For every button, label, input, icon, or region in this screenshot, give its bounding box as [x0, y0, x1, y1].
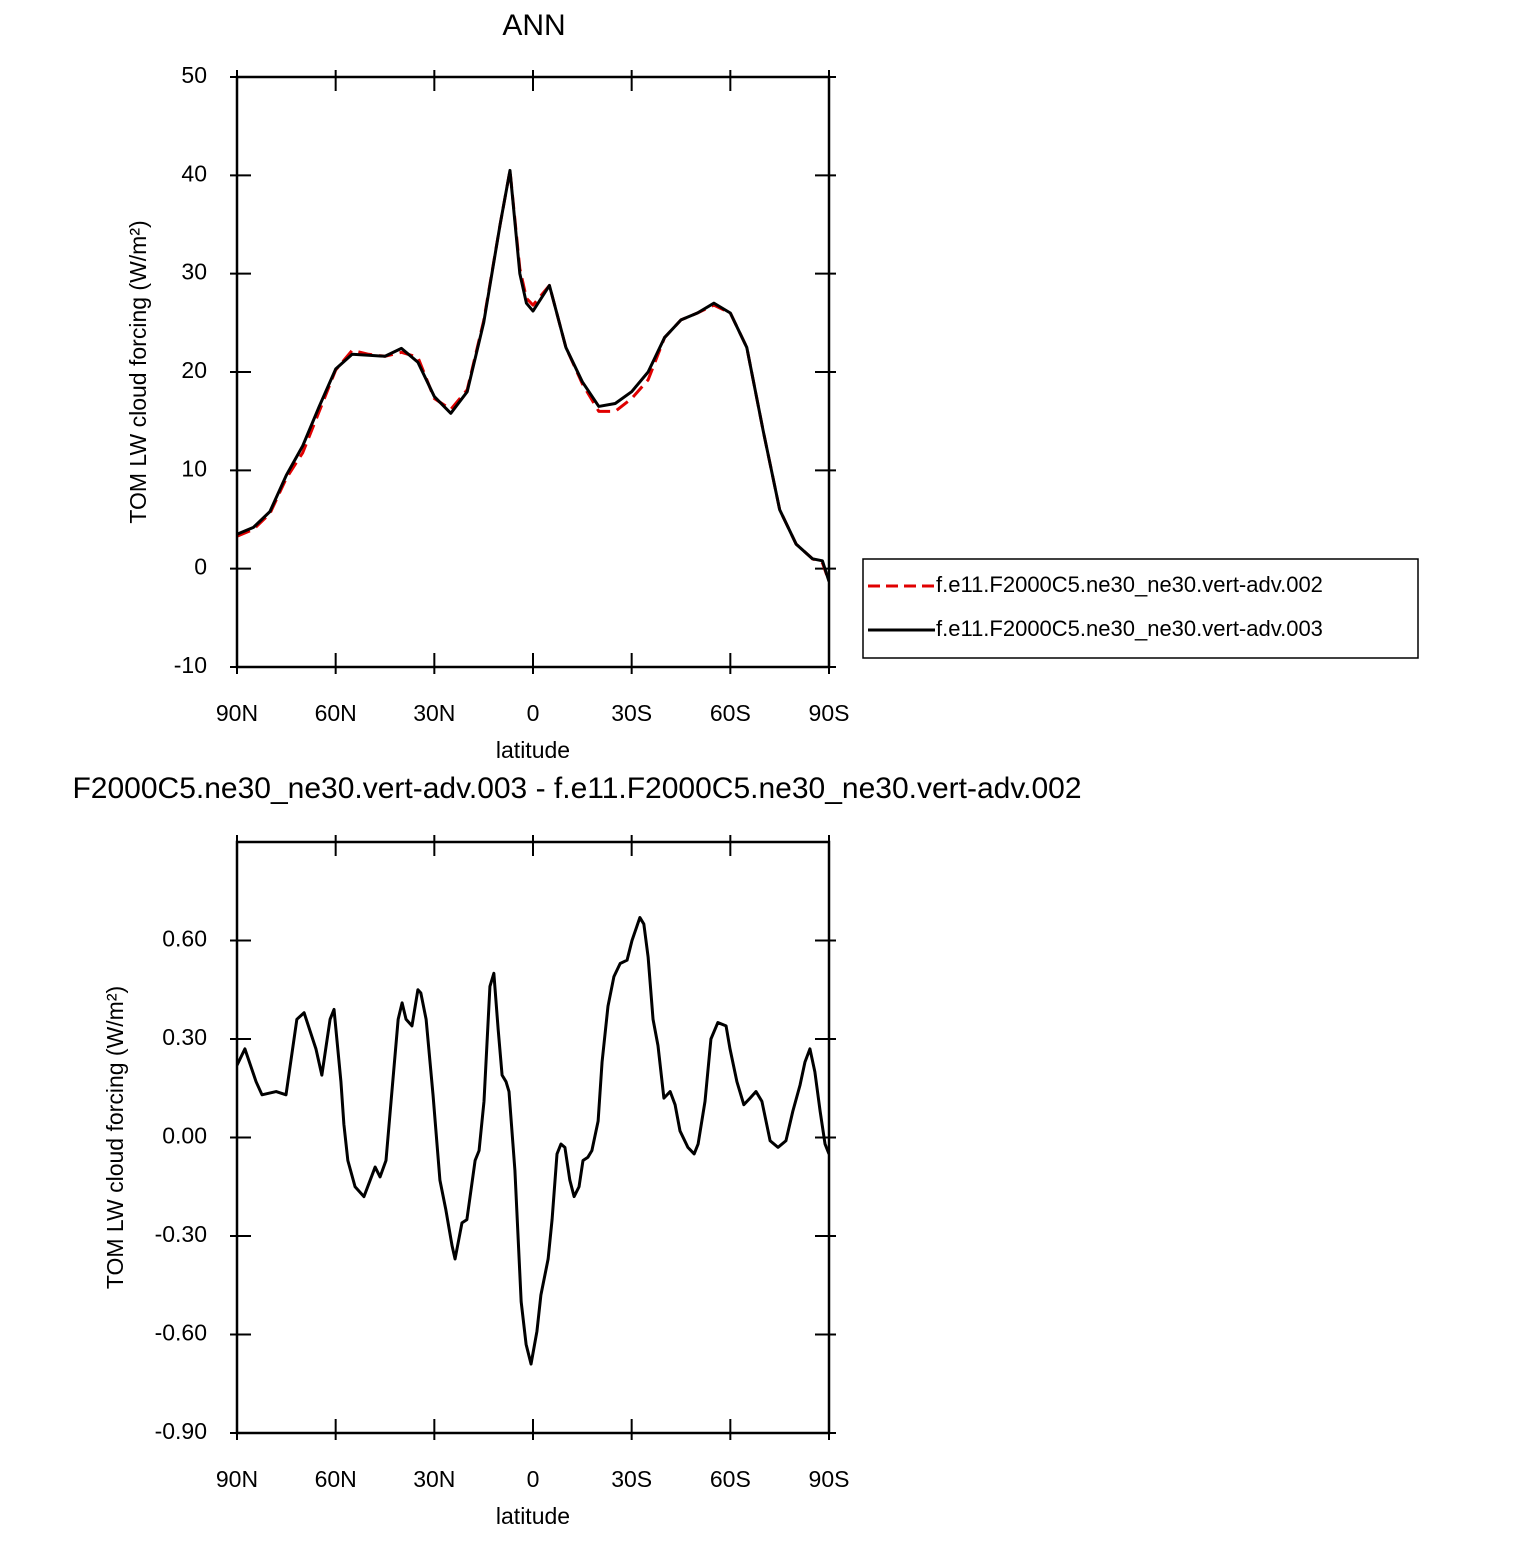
- x-tick-label: 0: [527, 700, 540, 726]
- y-tick-label: 10: [181, 455, 207, 481]
- y-tick-label: 0.60: [162, 926, 207, 952]
- legend-box: [862, 558, 1419, 659]
- x-tick-label: 0: [527, 1466, 540, 1492]
- x-tick-label: 30S: [611, 1466, 652, 1492]
- y-tick-label: -0.60: [155, 1320, 207, 1346]
- x-axis-label: latitude: [496, 1503, 570, 1529]
- y-tick-label: 30: [181, 259, 207, 285]
- y-tick-label: 50: [181, 62, 207, 88]
- x-tick-label: 90S: [809, 1466, 850, 1492]
- x-tick-label: 60N: [315, 700, 357, 726]
- y-tick-label: -0.30: [155, 1221, 207, 1247]
- y-axis-label: TOM LW cloud forcing (W/m²): [125, 220, 151, 523]
- legend-label: f.e11.F2000C5.ne30_ne30.vert-adv.002: [936, 572, 1323, 597]
- x-tick-label: 30N: [413, 1466, 455, 1492]
- chart-title: F2000C5.ne30_ne30.vert-adv.003 - f.e11.F…: [72, 772, 1081, 805]
- y-tick-label: 0.00: [162, 1123, 207, 1149]
- series-line: [237, 168, 829, 582]
- y-tick-label: 40: [181, 160, 207, 186]
- x-axis-label: latitude: [496, 737, 570, 763]
- x-tick-label: 30S: [611, 700, 652, 726]
- x-tick-label: 90S: [809, 700, 850, 726]
- plot-frame: [235, 840, 831, 1435]
- y-tick-label: 0.30: [162, 1024, 207, 1050]
- series-line: [237, 168, 829, 582]
- x-tick-label: 30N: [413, 700, 455, 726]
- y-tick-label: 0: [194, 554, 207, 580]
- legend-label: f.e11.F2000C5.ne30_ne30.vert-adv.003: [936, 616, 1323, 641]
- chart-title: ANN: [502, 9, 565, 42]
- x-tick-label: 90N: [216, 1466, 258, 1492]
- y-tick-label: -0.90: [155, 1418, 207, 1444]
- plot-frame: [235, 75, 831, 669]
- series-line: [237, 916, 829, 1366]
- y-tick-label: 20: [181, 357, 207, 383]
- x-tick-label: 90N: [216, 700, 258, 726]
- x-tick-label: 60N: [315, 1466, 357, 1492]
- x-tick-label: 60S: [710, 1466, 751, 1492]
- y-tick-label: -10: [174, 652, 207, 678]
- y-axis-label: TOM LW cloud forcing (W/m²): [102, 986, 128, 1289]
- x-tick-label: 60S: [710, 700, 751, 726]
